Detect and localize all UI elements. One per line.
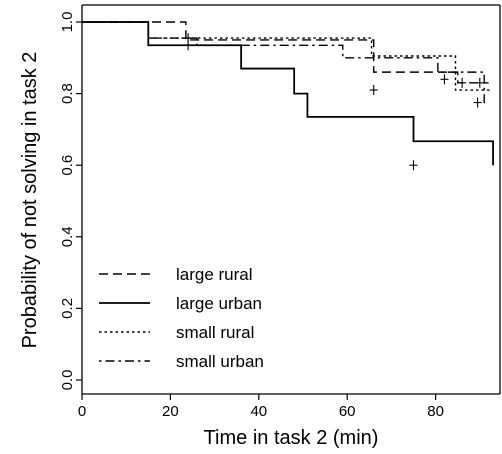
legend-label: small urban	[176, 352, 264, 371]
y-tick-label: 0.6	[59, 155, 76, 176]
legend-label: large rural	[176, 265, 253, 284]
y-axis-label: Probability of not solving in task 2	[19, 52, 41, 349]
legend-label: large urban	[176, 294, 262, 313]
y-tick-label: 1.0	[59, 12, 76, 33]
plot-frame	[81, 4, 501, 395]
y-tick-label: 0.4	[59, 226, 76, 247]
series-layer	[82, 21, 494, 171]
legend-label: small rural	[176, 323, 254, 342]
x-tick-label: 40	[250, 403, 267, 420]
y-tick-label: 0.8	[59, 83, 76, 104]
series-small-urban-line	[82, 21, 485, 105]
x-tick-label: 0	[78, 403, 86, 420]
y-tick-label: 0.0	[59, 370, 76, 391]
legend: large rural large urban small rural small u…	[99, 265, 264, 371]
series-small-rural-line	[82, 21, 491, 91]
x-tick-label: 20	[162, 403, 179, 420]
x-axis-label: Time in task 2 (min)	[204, 427, 379, 449]
y-tick-label: 0.2	[59, 298, 76, 319]
x-tick-label: 60	[339, 403, 356, 420]
series-large-urban-line	[82, 21, 494, 166]
axis-ticks: 0 20 40 60 80 0.0 0.2 0.4 0.6 0.8 1.0	[59, 12, 444, 420]
x-tick-label: 80	[427, 403, 444, 420]
series-large-rural-line	[82, 21, 489, 84]
